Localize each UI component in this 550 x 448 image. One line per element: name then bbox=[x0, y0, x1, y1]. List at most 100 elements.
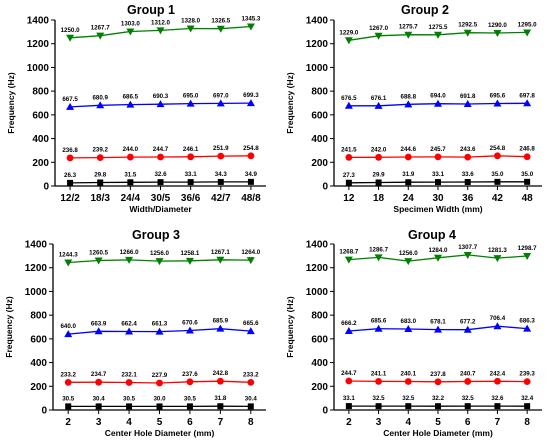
data-point bbox=[493, 99, 502, 107]
y-tick-label: 1200 bbox=[306, 263, 329, 274]
data-label: 237.6 bbox=[182, 371, 198, 378]
data-point bbox=[186, 25, 195, 33]
data-label: 30.5 bbox=[123, 395, 136, 402]
data-point bbox=[434, 153, 442, 161]
data-label: 1292.5 bbox=[458, 22, 477, 29]
data-label: 1229.0 bbox=[339, 29, 358, 36]
y-tick-label: 1000 bbox=[27, 63, 50, 74]
series-triangle-down: 1229.0 1267.0 1275.7 1275.5 1292.5 1290.0 1295… bbox=[339, 21, 537, 45]
data-point bbox=[374, 101, 383, 109]
x-tick-label: 12 bbox=[343, 193, 355, 204]
x-tick-label: 3 bbox=[96, 417, 102, 428]
data-label: 232.1 bbox=[121, 371, 137, 378]
data-point bbox=[524, 178, 531, 185]
data-point bbox=[64, 330, 73, 338]
x-tick-label: 5 bbox=[157, 417, 163, 428]
data-point bbox=[125, 256, 134, 264]
data-label: 30.4 bbox=[245, 395, 258, 402]
data-label: 665.6 bbox=[243, 320, 259, 327]
data-label: 242.8 bbox=[213, 370, 229, 377]
data-label: 1260.5 bbox=[89, 250, 108, 257]
data-label: 1303.0 bbox=[121, 21, 140, 28]
data-point bbox=[97, 179, 104, 186]
data-point bbox=[463, 325, 472, 333]
x-tick-label: 2 bbox=[65, 417, 71, 428]
y-tick-label: 1200 bbox=[306, 39, 329, 50]
data-point bbox=[155, 258, 164, 266]
series-triangle-down: 1244.3 1260.5 1266.0 1256.0 1258.1 1267.1 1264… bbox=[59, 249, 261, 267]
data-point bbox=[67, 179, 74, 186]
data-point bbox=[463, 99, 472, 107]
data-label: 1281.3 bbox=[488, 247, 507, 254]
data-label: 695.0 bbox=[183, 93, 199, 100]
data-point bbox=[216, 377, 224, 385]
data-point bbox=[434, 99, 442, 107]
chart-group-1: Group 1 0 200 400 600 800 1000 1200 1400 12/2 18/3… bbox=[6, 3, 266, 214]
data-point bbox=[435, 179, 441, 186]
y-tick-label: 1000 bbox=[25, 287, 48, 298]
data-point bbox=[126, 100, 135, 108]
data-point bbox=[524, 403, 531, 410]
x-tick-label: 8 bbox=[524, 417, 530, 428]
data-point bbox=[96, 32, 105, 40]
data-point bbox=[156, 100, 165, 108]
data-point bbox=[523, 153, 531, 161]
data-point bbox=[126, 28, 135, 36]
data-label: 254.8 bbox=[243, 145, 259, 152]
data-label: 244.7 bbox=[153, 146, 169, 153]
y-tick-label: 200 bbox=[311, 382, 328, 393]
x-tick-label: 36 bbox=[462, 193, 474, 204]
data-point bbox=[187, 153, 195, 161]
data-point bbox=[344, 101, 353, 109]
x-tick-label: 48/8 bbox=[241, 193, 261, 204]
data-label: 1284.0 bbox=[429, 247, 448, 254]
data-point bbox=[404, 153, 412, 161]
data-label: 676.5 bbox=[341, 95, 357, 102]
data-point bbox=[464, 179, 471, 186]
data-label: 33.1 bbox=[185, 171, 198, 178]
series-triangle-up: 666.2 685.6 683.0 678.1 677.2 706.4 686.3 bbox=[341, 315, 535, 335]
data-label: 1345.3 bbox=[241, 15, 260, 22]
data-label: 697.0 bbox=[213, 92, 229, 99]
data-label: 32.5 bbox=[462, 395, 475, 402]
data-point bbox=[375, 378, 382, 385]
x-tick-label: 4 bbox=[406, 417, 412, 428]
data-label: 690.3 bbox=[153, 93, 169, 100]
series-square: 26.3 29.8 31.5 32.6 33.1 34.3 34.9 bbox=[64, 171, 258, 186]
y-axis-label: Frequency (Hz) bbox=[4, 296, 14, 358]
y-tick-label: 1000 bbox=[306, 287, 329, 298]
data-point bbox=[494, 152, 501, 160]
data-label: 29.8 bbox=[94, 171, 107, 178]
data-point bbox=[434, 325, 442, 333]
y-tick-label: 400 bbox=[311, 134, 328, 145]
data-label: 1326.5 bbox=[211, 18, 230, 25]
x-tick-label: 8 bbox=[248, 417, 254, 428]
data-label: 32.4 bbox=[521, 395, 534, 402]
series-circle: 241.5 242.0 244.6 245.7 243.6 254.8 246.8 bbox=[341, 145, 535, 161]
data-point bbox=[66, 102, 75, 110]
chart-group-2: Group 2 0 200 400 600 800 1000 1200 1400 12 18 24 30… bbox=[285, 3, 542, 214]
data-label: 670.6 bbox=[182, 319, 198, 326]
data-point bbox=[187, 179, 194, 186]
data-label: 1256.0 bbox=[399, 250, 418, 257]
series-triangle-down: 1250.0 1267.7 1303.0 1312.0 1328.0 1326.5 1345… bbox=[61, 15, 261, 42]
data-point bbox=[374, 324, 383, 332]
data-label: 227.9 bbox=[152, 372, 168, 379]
y-tick-label: 1200 bbox=[27, 39, 50, 50]
data-label: 661.3 bbox=[152, 321, 168, 328]
data-point bbox=[375, 153, 382, 161]
data-point bbox=[156, 379, 163, 387]
data-label: 30.5 bbox=[62, 395, 75, 402]
data-point bbox=[126, 153, 134, 161]
data-point bbox=[464, 153, 472, 161]
data-point bbox=[345, 179, 352, 186]
chart-group-4: Group 4 0 200 400 600 800 1000 1200 1400 2 3 4 5 6 7 8 C… bbox=[285, 228, 542, 438]
y-tick-label: 800 bbox=[30, 311, 47, 322]
data-label: 1267.0 bbox=[369, 25, 388, 32]
data-point bbox=[217, 178, 224, 185]
y-tick-label: 1400 bbox=[306, 240, 329, 251]
data-label: 30.0 bbox=[153, 395, 166, 402]
data-point bbox=[64, 378, 72, 386]
data-point bbox=[157, 153, 164, 161]
data-label: 30.4 bbox=[93, 395, 106, 402]
